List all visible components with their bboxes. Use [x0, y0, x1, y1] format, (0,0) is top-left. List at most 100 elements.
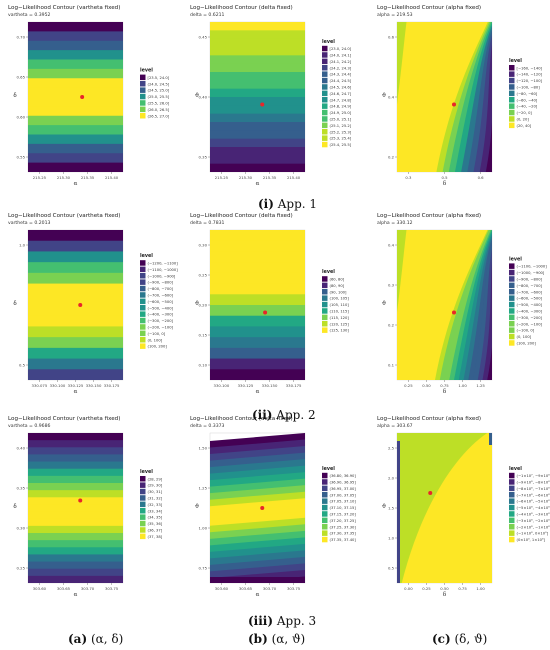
- contour-band: [210, 550, 305, 566]
- estimate-point: [80, 95, 85, 99]
- legend-label: (−100, 0]: [517, 329, 535, 333]
- legend-swatch: [140, 260, 146, 266]
- x-tick-label: 1.25: [476, 383, 485, 388]
- legend-title: level: [140, 253, 153, 259]
- legend-label: (−100, 0]: [148, 332, 166, 336]
- contour-band: [28, 347, 123, 360]
- legend-swatch: [322, 289, 328, 295]
- legend-swatch: [322, 498, 328, 504]
- contour-band: [210, 315, 305, 328]
- legend-label: (25.3, 25.4]: [330, 137, 352, 141]
- legend-swatch: [140, 279, 146, 285]
- y-tick-label: 2.0: [388, 475, 395, 480]
- legend-label: (−900, −800]: [148, 281, 174, 285]
- chart-panel-r3c1: Log−Likelihood Contour (vartheta fixed)v…: [8, 416, 163, 598]
- contour-band: [210, 55, 305, 65]
- legend-label: (26.5, 27.0]: [148, 114, 170, 118]
- contour-band: [210, 147, 305, 156]
- caption-row-1: (i) App. 1: [258, 197, 318, 211]
- contour-band: [487, 346, 492, 380]
- contour-band: [210, 446, 305, 462]
- contour-band: [210, 439, 305, 455]
- contour-band: [210, 543, 305, 559]
- contour-band: [210, 337, 305, 349]
- legend-label: (80, 90]: [330, 284, 345, 288]
- legend-swatch: [322, 103, 328, 109]
- legend-swatch: [140, 508, 146, 514]
- x-tick-label: 0.25: [422, 586, 431, 591]
- y-tick-label: 0.40: [199, 94, 208, 99]
- chart-title: Log−Likelihood Contour (alpha fixed): [377, 213, 481, 219]
- legend-label: (−200, −100]: [148, 326, 174, 330]
- x-axis-label: δ: [443, 592, 447, 598]
- estimate-point: [78, 303, 83, 307]
- contour-band: [210, 97, 305, 106]
- legend-label: (−800, −700]: [517, 284, 543, 288]
- contour-band: [28, 153, 123, 164]
- x-tick-label: 330.175: [286, 383, 302, 388]
- x-tick-label: 303.60: [33, 586, 47, 591]
- legend-label: (100, 200]: [148, 345, 168, 349]
- legend-swatch: [140, 495, 146, 501]
- contour-band: [28, 518, 123, 527]
- legend-label: (37.15, 37.20]: [330, 513, 357, 517]
- legend-swatch: [322, 530, 328, 536]
- contour-band: [28, 454, 123, 463]
- contour-band: [28, 326, 123, 338]
- x-tick-label: 215.35: [81, 175, 95, 180]
- caption-row-2: (ii) App. 2: [252, 408, 316, 422]
- contour-band: [397, 230, 407, 313]
- legend-swatch: [509, 84, 515, 90]
- y-tick-label: 2.5: [388, 445, 395, 450]
- legend-swatch: [509, 276, 515, 282]
- y-tick-label: 0.65: [17, 74, 26, 79]
- caption-row-3: (iii) App. 3: [248, 614, 317, 628]
- x-axis-label: α: [256, 389, 260, 395]
- contour-band: [28, 68, 123, 79]
- legend-label: (−500, −400]: [148, 306, 174, 310]
- contour-band: [28, 525, 123, 534]
- estimate-point: [263, 310, 268, 315]
- x-tick-label: 330.100: [50, 383, 66, 388]
- legend-swatch: [140, 81, 146, 87]
- contour-band: [28, 533, 123, 541]
- contour-band: [28, 106, 123, 117]
- y-tick-label: 0.45: [199, 34, 208, 39]
- contour-band: [210, 283, 305, 295]
- legend-swatch: [322, 129, 328, 135]
- contour-band: [28, 337, 123, 349]
- x-tick-label: 215.40: [287, 175, 301, 180]
- contour-band: [28, 554, 123, 563]
- legend-label: (−300, −200]: [148, 319, 174, 323]
- x-tick-label: 0.75: [458, 586, 467, 591]
- legend-swatch: [509, 321, 515, 327]
- y-tick-label: 1.00: [199, 525, 208, 530]
- chart-title: Log−Likelihood Contour (vartheta fixed): [8, 5, 120, 11]
- legend-label: [23.0, 24.0]: [330, 47, 352, 51]
- y-tick-label: 0.55: [17, 154, 26, 159]
- y-tick-label: 0.20: [199, 302, 208, 307]
- legend-swatch: [509, 295, 515, 301]
- contour-band: [210, 478, 305, 494]
- x-tick-label: 0.6: [478, 175, 485, 180]
- legend-swatch: [322, 511, 328, 517]
- legend-swatch: [140, 514, 146, 520]
- legend-swatch: [509, 327, 515, 333]
- contour-band: [485, 121, 492, 172]
- legend-label: (24.5, 25.0]: [148, 89, 170, 93]
- contour-band: [210, 511, 305, 527]
- contour-band: [28, 511, 123, 520]
- contour-band: [210, 272, 305, 285]
- contour-band: [28, 59, 123, 70]
- contour-band: [28, 483, 123, 491]
- legend-swatch: [322, 58, 328, 65]
- legend-label: (−1100, −1000]: [148, 268, 179, 272]
- legend-label: (−9×10⁶, −8×10⁶]: [517, 481, 550, 485]
- y-tick-label: 0.25: [199, 272, 208, 277]
- contour-band: [28, 547, 123, 556]
- x-axis-label: α: [74, 181, 78, 187]
- y-tick-label: 0.10: [199, 362, 208, 367]
- chart-subtitle: vartheta = 0.2013: [8, 220, 50, 226]
- legend-label: (28, 29]: [148, 477, 163, 481]
- contour-band: [210, 155, 305, 165]
